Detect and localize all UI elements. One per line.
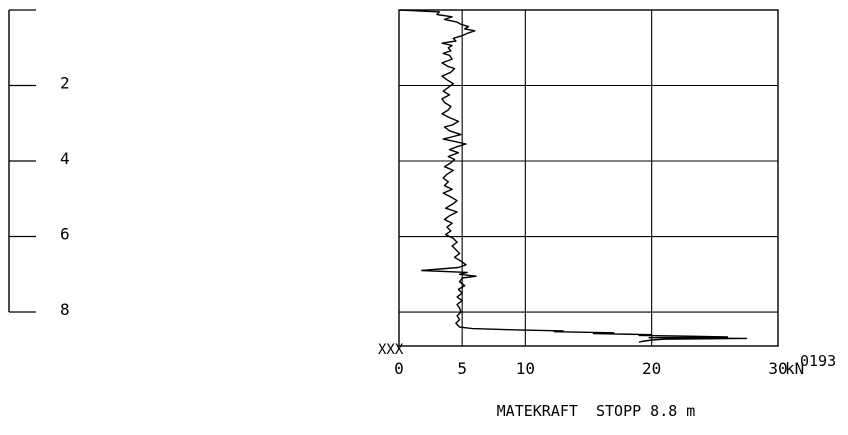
origin-marker: XXX xyxy=(378,342,404,358)
x-tick-label: 10 xyxy=(516,359,535,378)
depth-scale-label: 2 xyxy=(60,74,70,93)
x-tick-label: 30 xyxy=(768,359,787,378)
depth-scale: 2 4 6 8 xyxy=(8,9,70,319)
x-axis: 0 5 10 20 30 xyxy=(394,359,787,378)
x-tick-label: 0 xyxy=(394,359,404,378)
series-line xyxy=(400,9,748,343)
x-tick-label: 20 xyxy=(642,359,661,378)
x-axis-unit: kN xyxy=(785,359,804,378)
chart-id-label: 0193 xyxy=(800,352,836,370)
depth-scale-label: 8 xyxy=(60,300,70,319)
x-tick-label: 5 xyxy=(457,359,467,378)
depth-scale-label: 4 xyxy=(60,149,70,168)
chart-series-group xyxy=(400,9,748,343)
chart-grid xyxy=(398,9,779,347)
plot-frame xyxy=(398,9,779,347)
depth-scale-label: 6 xyxy=(60,225,70,244)
footer-caption: MATEKRAFT STOPP 8.8 m xyxy=(497,402,696,420)
